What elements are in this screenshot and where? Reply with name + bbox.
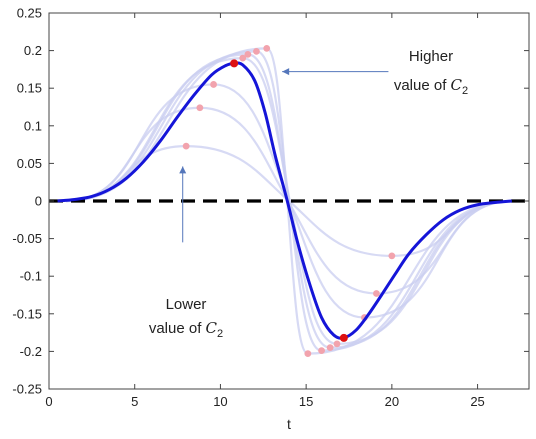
faint-curve-6 xyxy=(66,50,512,352)
y-tick-label: -0.2 xyxy=(20,344,42,359)
lower-arrow-head xyxy=(179,166,187,174)
y-tick-label: 0.15 xyxy=(17,81,42,96)
y-tick-label: 0.2 xyxy=(24,43,42,58)
x-tick-label: 10 xyxy=(213,394,227,409)
faint-peak-marker-1 xyxy=(182,142,190,150)
x-tick-label: 5 xyxy=(131,394,138,409)
y-tick-label: 0.25 xyxy=(17,6,42,21)
faint-peak-marker-2 xyxy=(196,104,204,112)
faint-trough-marker-5 xyxy=(326,344,334,352)
higher-annotation-line1: Higher xyxy=(409,48,453,65)
lower-annotation-line1: Lower xyxy=(166,296,207,313)
y-tick-label: 0.1 xyxy=(24,118,42,133)
faint-trough-marker-1 xyxy=(388,252,396,260)
higher-annotation-math-base: C xyxy=(451,76,463,94)
axes-group: 0 5 10 15 20 25 0.25 0.2 0.15 0.1 0.05 0 -0.05 -0.1 -0… xyxy=(12,6,530,409)
faint-trough-marker-7 xyxy=(304,350,312,358)
faint-trough-marker-6 xyxy=(318,347,325,355)
main-curve-group xyxy=(57,59,512,342)
faint-peak-marker-7 xyxy=(263,44,271,52)
x-tick-label: 15 xyxy=(299,394,313,409)
y-tick-label: 0 xyxy=(35,194,42,209)
x-axis-label: t xyxy=(287,416,291,432)
faint-peak-marker-3 xyxy=(210,81,217,88)
y-tick-label: -0.1 xyxy=(20,269,42,284)
faint-peak-marker-5 xyxy=(244,50,252,58)
faint-curves-group xyxy=(66,44,512,358)
x-tick-label: 0 xyxy=(45,394,52,409)
faint-trough-marker-4 xyxy=(333,340,341,348)
faint-peak-marker-6 xyxy=(253,47,260,55)
y-tick-label: -0.05 xyxy=(12,231,42,246)
y-tick-label: -0.15 xyxy=(12,306,42,321)
x-tick-label: 20 xyxy=(385,394,399,409)
main-peak-marker xyxy=(230,59,239,68)
main-curve xyxy=(57,61,512,340)
higher-arrow-head xyxy=(282,68,290,76)
y-tick-label: -0.25 xyxy=(12,382,42,397)
lower-annotation-prefix: value of xyxy=(149,320,206,337)
faint-trough-marker-2 xyxy=(373,290,380,297)
x-tick-label: 25 xyxy=(470,394,484,409)
higher-annotation-prefix: value of xyxy=(394,77,451,94)
lower-annotation-math-base: C xyxy=(206,319,218,337)
lower-annotation-math-sub: 2 xyxy=(217,328,223,340)
y-tick-label: 0.05 xyxy=(17,156,42,171)
higher-annotation-math-sub: 2 xyxy=(462,85,468,97)
higher-annotation-line2: value of C2 xyxy=(394,76,468,97)
faint-peak-marker-4 xyxy=(239,54,247,62)
main-trough-marker xyxy=(339,333,348,342)
lower-annotation-line2: value of C2 xyxy=(149,319,223,340)
